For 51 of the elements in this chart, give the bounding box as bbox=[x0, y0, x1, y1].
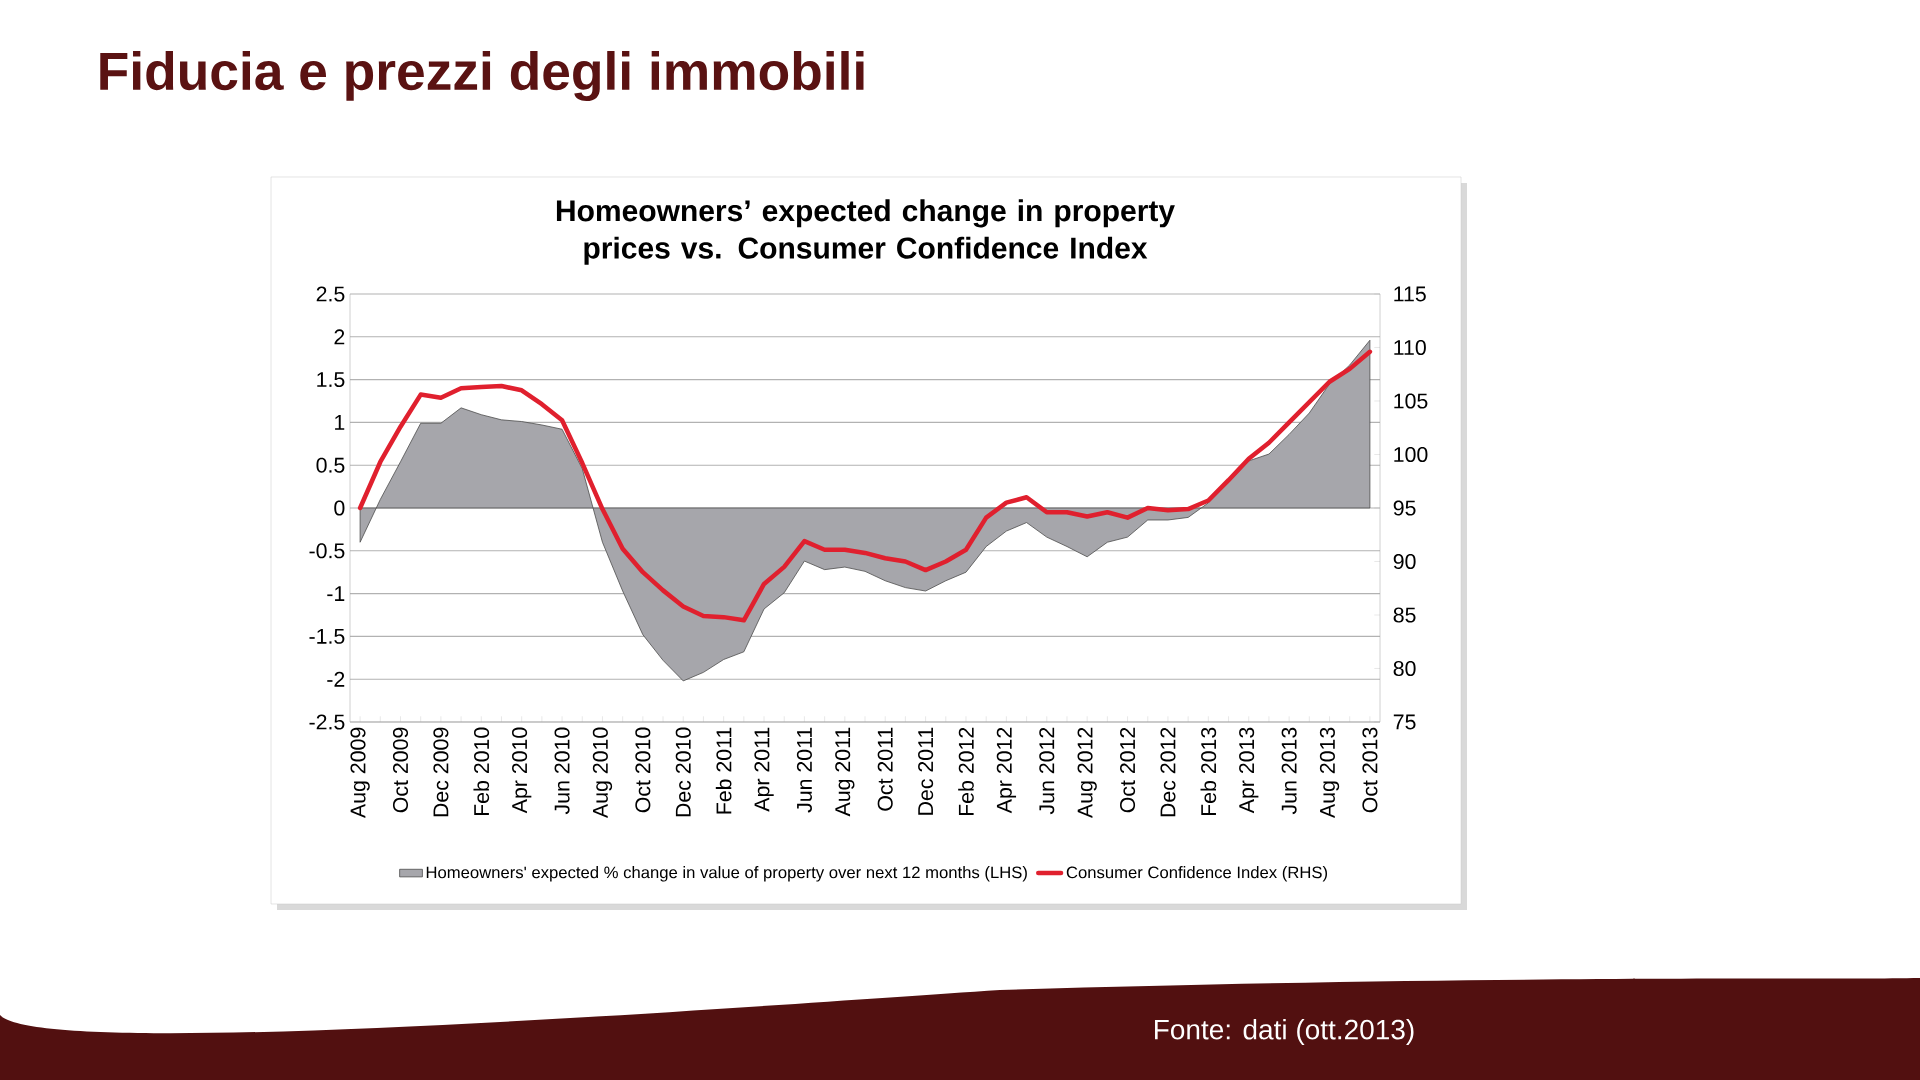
x-tick-label: Jun 2013 bbox=[1281, 727, 1297, 815]
x-tick-label: Jun 2012 bbox=[1039, 727, 1055, 815]
x-tick-label: Oct 2011 bbox=[877, 727, 893, 811]
x-tick-label: Apr 2013 bbox=[1239, 727, 1259, 814]
y2-tick-label: 75 bbox=[1393, 714, 1416, 730]
y2-tick-label: 95 bbox=[1393, 500, 1416, 516]
y-tick-label: -1.5 bbox=[309, 628, 345, 644]
x-tick-label: Apr 2011 bbox=[754, 727, 774, 812]
y-tick-label: -2.5 bbox=[309, 714, 345, 730]
x-tick-label: Dec 2010 bbox=[675, 727, 691, 817]
y2-tick-label: 90 bbox=[1393, 553, 1416, 570]
y-tick-label: 2.5 bbox=[316, 286, 345, 302]
x-tick-label: Aug 2013 bbox=[1319, 727, 1340, 819]
y2-tick-label: 105 bbox=[1394, 393, 1428, 409]
x-tick-label: Feb 2013 bbox=[1200, 727, 1217, 816]
y-tick-label: 1 bbox=[335, 415, 345, 430]
y2-tick-label: 115 bbox=[1394, 286, 1426, 302]
x-tick-label: Aug 2011 bbox=[835, 727, 855, 817]
y2-tick-label: 80 bbox=[1393, 660, 1416, 677]
x-tick-label: Oct 2013 bbox=[1362, 727, 1378, 813]
x-tick-label: Apr 2012 bbox=[996, 727, 1017, 814]
x-tick-label: Apr 2010 bbox=[512, 727, 532, 814]
chart-subtitle: Homeowners’ expected change in property prices vs. Consumer Confidence Index bbox=[556, 199, 1175, 265]
chart-title: Fiducia e prezzi degli immobili bbox=[100, 51, 864, 101]
x-tick-label: Dec 2011 bbox=[918, 727, 934, 815]
y-tick-label: -2 bbox=[327, 671, 345, 687]
x-tick-label: Aug 2012 bbox=[1077, 727, 1097, 819]
x-tick-label: Oct 2010 bbox=[635, 727, 651, 813]
x-tick-label: Aug 2009 bbox=[350, 727, 370, 819]
source-note: Fonte: dati (ott.2013) bbox=[1155, 1018, 1414, 1046]
x-tick-label: Aug 2010 bbox=[592, 727, 613, 819]
x-tick-label: Oct 2009 bbox=[392, 727, 409, 813]
x-tick-label: Feb 2011 bbox=[715, 727, 732, 814]
y2-tick-label: 110 bbox=[1394, 339, 1426, 356]
legend-label: Homeowners' expected % change in value of property over next 12 months (LHS) bbox=[426, 866, 1027, 882]
x-tick-label: Feb 2012 bbox=[958, 727, 974, 816]
x-tick-label: Jun 2010 bbox=[554, 727, 570, 815]
y-tick-label: -0.5 bbox=[309, 543, 345, 559]
x-tick-label: Dec 2009 bbox=[433, 727, 449, 817]
y-tick-label: 0.5 bbox=[316, 457, 345, 473]
x-tick-label: Dec 2012 bbox=[1160, 727, 1176, 817]
x-tick-label: Jun 2011 bbox=[796, 727, 812, 813]
y-tick-label: 2 bbox=[334, 329, 345, 345]
x-tick-label: Oct 2012 bbox=[1120, 727, 1136, 813]
y-tick-label: 0 bbox=[334, 500, 345, 516]
legend-label: Consumer Confidence Index (RHS) bbox=[1066, 866, 1328, 882]
y-tick-label: -1 bbox=[327, 586, 345, 601]
y2-tick-label: 85 bbox=[1393, 607, 1416, 623]
x-tick-label: Feb 2010 bbox=[473, 727, 490, 816]
y2-tick-label: 100 bbox=[1394, 446, 1428, 463]
y-tick-label: 1.5 bbox=[317, 372, 345, 388]
